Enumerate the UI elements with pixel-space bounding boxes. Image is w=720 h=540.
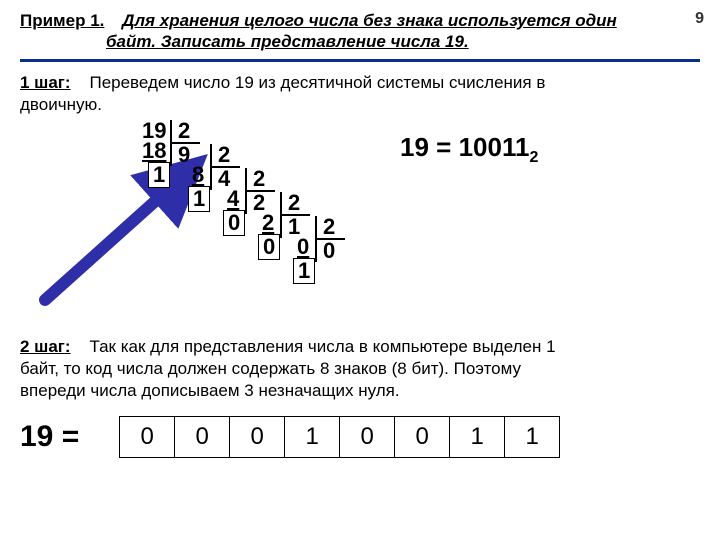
bit-cell: 0 [120, 416, 175, 457]
step2-text-c: впереди числа дописываем 3 незначащих ну… [20, 381, 400, 400]
title-line-1: Для хранения целого числа без знака испо… [122, 11, 617, 30]
divisor: 2 [323, 216, 335, 238]
step2-label: 2 шаг: [20, 337, 71, 356]
division-diagram: 19 = 100112 19291812481224021202001 [20, 120, 700, 330]
remainder-box: 0 [258, 234, 280, 260]
subtrahend: 2 [262, 212, 274, 234]
result-lhs: 19 = [400, 132, 451, 162]
result-main: 10011 [459, 132, 530, 162]
footer-row: 19 = 00010011 [20, 416, 700, 458]
bit-cell: 1 [505, 416, 560, 457]
step-2: 2 шаг: Так как для представления числа в… [20, 336, 700, 402]
divisor: 2 [288, 192, 300, 214]
remainder-box: 1 [293, 258, 315, 284]
divisor: 2 [218, 144, 230, 166]
step1-label: 1 шаг: [20, 73, 71, 92]
title-rule [20, 59, 700, 62]
quotient: 9 [178, 144, 190, 166]
remainder-box: 1 [188, 186, 210, 212]
bit-cell: 0 [175, 416, 230, 457]
bit-cell: 0 [340, 416, 395, 457]
slide-number: 9 [695, 10, 704, 28]
binary-result: 19 = 100112 [400, 132, 538, 167]
footer-eq: 19 = [20, 420, 79, 454]
subtrahend: 0 [297, 236, 309, 258]
step1-text-a: Переведем число 19 из десятичной системы… [89, 73, 545, 92]
remainder-box: 0 [223, 210, 245, 236]
step-1: 1 шаг: Переведем число 19 из десятичной … [20, 72, 700, 116]
bit-cell: 0 [230, 416, 285, 457]
subtrahend: 4 [227, 188, 239, 210]
step1-text-b: двоичную. [20, 95, 102, 114]
remainder-box: 1 [148, 162, 170, 188]
bits-table: 00010011 [119, 416, 560, 458]
subtrahend: 18 [142, 140, 166, 162]
title-line-2: байт. Записать представление числа 19. [106, 32, 469, 51]
result-sub: 2 [529, 149, 538, 166]
divisor: 2 [253, 168, 265, 190]
subtrahend: 8 [192, 164, 204, 186]
quotient: 0 [323, 240, 335, 262]
step2-text-b: байт, то код числа должен содержать 8 зн… [20, 359, 521, 378]
bit-cell: 1 [450, 416, 505, 457]
title: Пример 1. Для хранения целого числа без … [20, 10, 700, 53]
bit-cell: 1 [285, 416, 340, 457]
step2-text-a: Так как для представления числа в компью… [89, 337, 555, 356]
title-lead: Пример 1. [20, 11, 104, 30]
divisor: 2 [178, 120, 190, 142]
read-arrow [20, 120, 700, 330]
bit-cell: 0 [395, 416, 450, 457]
